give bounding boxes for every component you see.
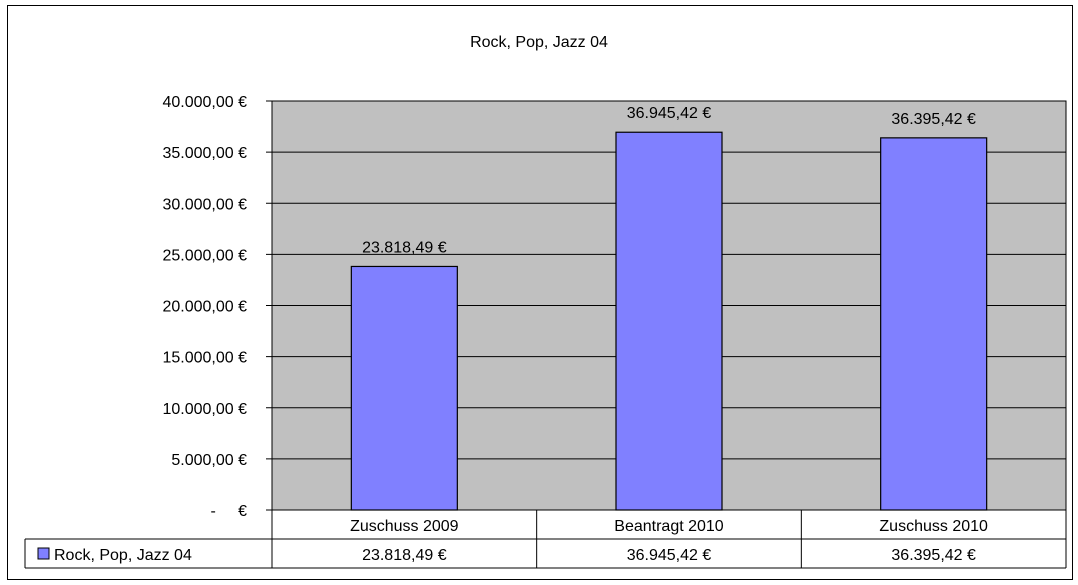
x-category-label: Beantragt 2010 — [614, 518, 724, 535]
legend-label: Rock, Pop, Jazz 04 — [54, 547, 192, 564]
bar — [880, 137, 988, 511]
table-value-cell: 36.395,42 € — [891, 547, 976, 564]
y-tick-label: 40.000,00 € — [162, 94, 247, 111]
y-tick-label: 35.000,00 € — [162, 145, 247, 162]
bar — [350, 265, 458, 511]
y-tick-label: 20.000,00 € — [162, 299, 247, 316]
table-value-cell: 23.818,49 € — [362, 547, 447, 564]
bar — [615, 131, 723, 511]
data-label: 23.818,49 € — [362, 239, 447, 256]
y-tick-label: - € — [211, 503, 248, 520]
chart-title: Rock, Pop, Jazz 04 — [470, 34, 608, 51]
x-category-label: Zuschuss 2009 — [350, 518, 459, 535]
y-tick-label: 30.000,00 € — [162, 196, 247, 213]
y-tick-label: 5.000,00 € — [171, 452, 247, 469]
data-label: 36.945,42 € — [627, 105, 712, 122]
x-category-label: Zuschuss 2010 — [879, 518, 988, 535]
y-tick-label: 25.000,00 € — [162, 247, 247, 264]
y-tick-label: 15.000,00 € — [162, 350, 247, 367]
y-tick-label: 10.000,00 € — [162, 401, 247, 418]
table-value-cell: 36.945,42 € — [627, 547, 712, 564]
legend-key — [37, 547, 50, 560]
data-label: 36.395,42 € — [891, 111, 976, 128]
